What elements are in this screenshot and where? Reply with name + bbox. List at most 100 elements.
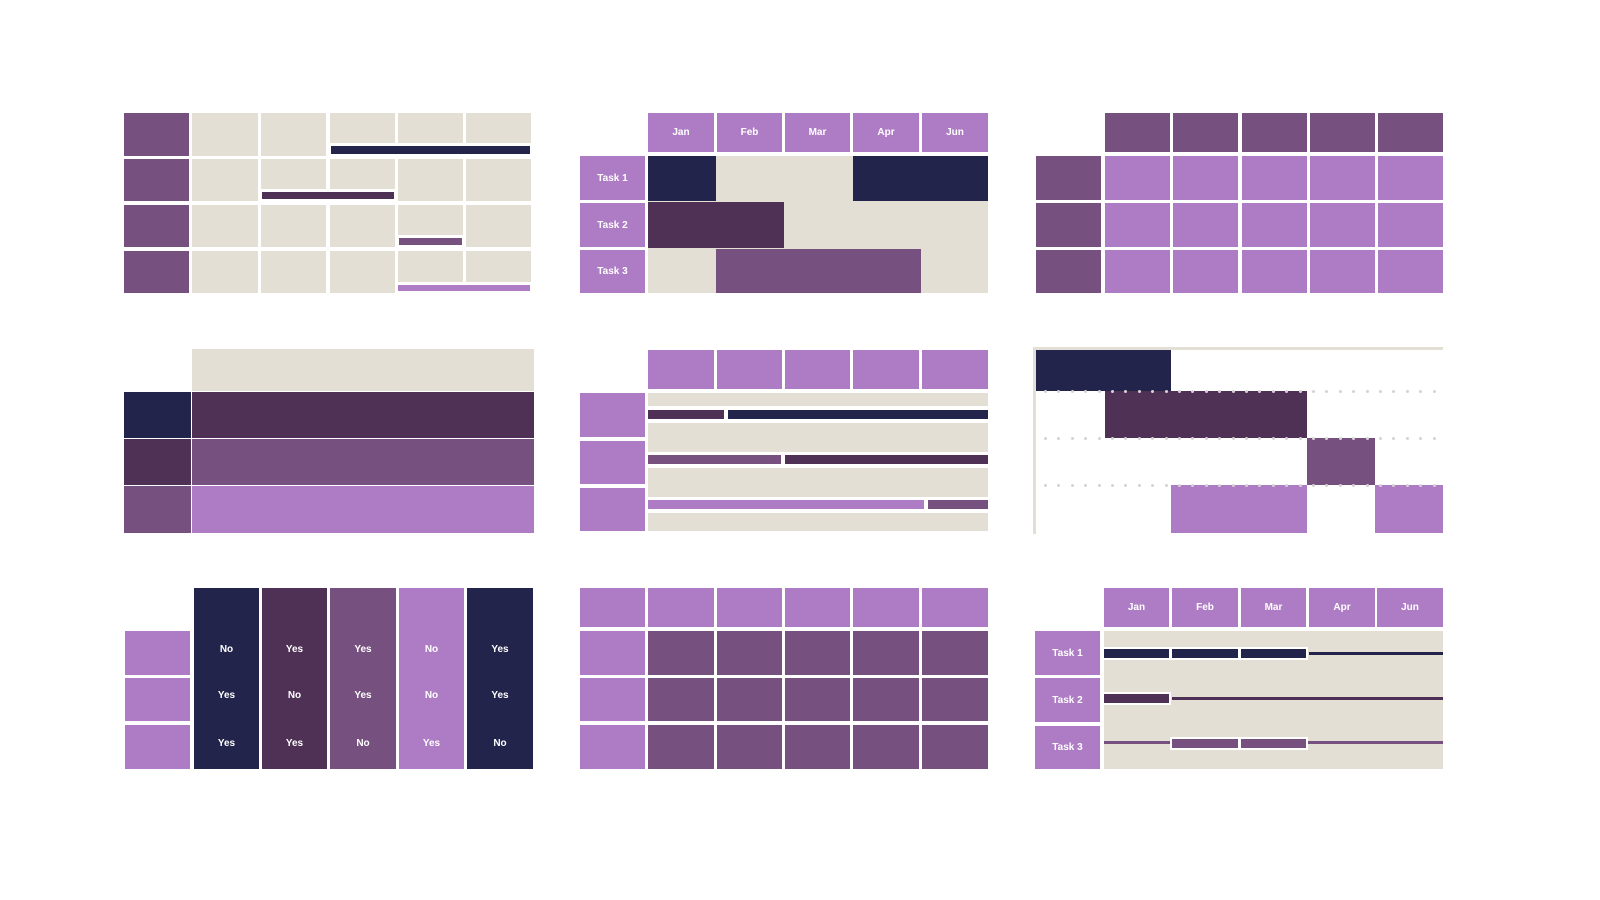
stripe (648, 393, 988, 406)
table-column (330, 588, 396, 769)
gridline-dot (1084, 484, 1088, 487)
axis-left (1033, 347, 1036, 534)
gridline-dot (1124, 390, 1128, 393)
yes-no-cell: Yes (354, 643, 372, 655)
gridline-dot (1298, 437, 1302, 440)
timeline-block (1307, 438, 1375, 485)
gridline-dot (1365, 437, 1369, 440)
task-label: Task 1 (580, 156, 645, 200)
row-header-cell (580, 631, 645, 675)
gridline-dot (1111, 390, 1114, 393)
column-header-cell (580, 588, 645, 627)
yes-no-cell: Yes (217, 737, 236, 749)
column-header-cell (648, 588, 714, 627)
task-segment (1239, 647, 1308, 660)
column-header-cell (853, 588, 919, 627)
gridline-dot (1405, 437, 1409, 440)
grid-cell (648, 678, 714, 721)
progress-bar (928, 500, 988, 509)
gridline-dot (1258, 437, 1262, 440)
yes-no-cell: Yes (491, 643, 509, 655)
grid-cell (192, 113, 258, 156)
gridline-dot (1097, 437, 1101, 440)
timeline-block (1171, 485, 1307, 533)
header-band (192, 349, 534, 391)
gridline-dot (1432, 437, 1436, 440)
task-segment (1239, 737, 1308, 750)
column-header-cell (922, 588, 988, 627)
grid-cell (1310, 250, 1375, 293)
gridline-dot (1245, 390, 1248, 393)
remaining-line (1172, 697, 1443, 700)
yes-no-cell: No (219, 643, 234, 655)
gridline-dot (1258, 390, 1262, 393)
gridline-dot (1338, 437, 1342, 440)
row-header-cell (580, 488, 645, 531)
grid-cell (1378, 250, 1443, 293)
column-header-cell (1242, 113, 1307, 152)
month-header: Apr (1309, 588, 1375, 627)
column-header-cell (853, 350, 919, 389)
gridline-dot (1285, 484, 1289, 487)
row-header-cell (580, 725, 645, 769)
column-header-cell (785, 588, 850, 627)
yes-no-cell: Yes (285, 643, 304, 655)
gridline-dot (1432, 390, 1436, 393)
column-header-cell (717, 350, 782, 389)
progress-bar (648, 500, 924, 509)
gridline-dot (1204, 390, 1208, 393)
grid-cell (1378, 203, 1443, 247)
task-bar (853, 156, 988, 201)
gridline-dot (1191, 437, 1195, 440)
gridline-dot (1191, 390, 1195, 393)
grid-cell (648, 725, 714, 769)
gridline-dot (1044, 437, 1047, 440)
gridline-dot (1151, 484, 1155, 487)
row-header-cell (124, 251, 189, 293)
gridline-dot (1379, 390, 1382, 393)
grid-cell (398, 159, 463, 201)
progress-bar (728, 410, 988, 419)
row-header-cell (580, 441, 645, 484)
yes-no-cell: Yes (491, 690, 509, 701)
gridline-dot (1070, 437, 1074, 440)
grid-cell (853, 631, 919, 675)
row-header-cell (1036, 203, 1101, 247)
timeline-block (1036, 350, 1171, 391)
grid-cell (1105, 156, 1170, 200)
month-header: Apr (853, 113, 919, 152)
gridline-dot (1392, 437, 1396, 440)
gridline-dot (1178, 484, 1181, 487)
remaining-line (1309, 652, 1443, 655)
stripe (648, 468, 988, 497)
month-header: Mar (1241, 588, 1306, 627)
gridline-dot (1218, 390, 1222, 393)
row-header-cell (124, 205, 189, 247)
gridline-dot (1097, 484, 1101, 487)
grid-cell (192, 251, 258, 293)
month-header: Jan (1104, 588, 1169, 627)
gridline-dot (1164, 390, 1168, 393)
gridline-dot (1044, 390, 1047, 393)
column-header-cell (717, 588, 782, 627)
timeline-bar (328, 143, 533, 157)
gridline-dot (1057, 484, 1061, 487)
grid-cell (1242, 203, 1307, 247)
timeline-block (1375, 485, 1443, 533)
grid-cell (261, 251, 326, 293)
task-segment (1102, 692, 1171, 705)
grid-cell (922, 678, 988, 721)
yes-no-cell: Yes (354, 690, 372, 701)
gridline-dot (1245, 484, 1248, 487)
stripe (648, 423, 988, 452)
gridline-dot (1338, 390, 1342, 393)
gridline-dot (1057, 437, 1061, 440)
gridline-dot (1070, 390, 1074, 393)
grid-cell (330, 251, 395, 293)
gridline-dot (1231, 437, 1235, 440)
gridline-dot (1325, 484, 1329, 487)
grid-cell (1310, 203, 1375, 247)
column-header-cell (922, 350, 988, 389)
grid-cell (192, 205, 258, 247)
